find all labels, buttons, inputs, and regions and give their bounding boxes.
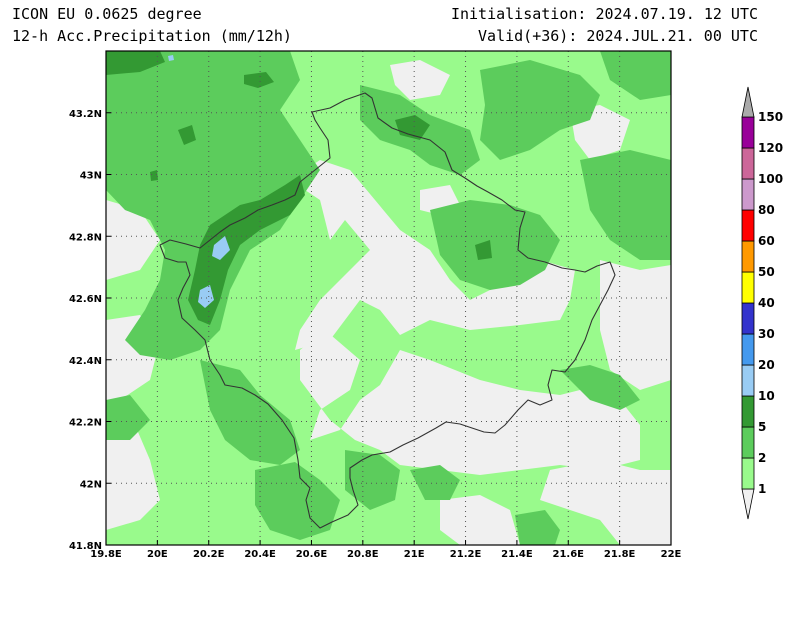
colorbar-segment (741, 271, 755, 304)
colorbar-segment (741, 364, 755, 397)
lat-label: 42.4N (69, 356, 102, 367)
lon-label: 20E (147, 549, 168, 560)
colorbar-max-arrow (741, 86, 755, 118)
colorbar-segment (741, 457, 755, 490)
colorbar-segment (741, 302, 755, 335)
model-title: ICON EU 0.0625 degree (12, 5, 202, 23)
colorbar-segment (741, 209, 755, 242)
country-border (159, 92, 616, 529)
init-time: Initialisation: 2024.07.19. 12 UTC (450, 5, 758, 23)
lat-label: 43N (80, 171, 102, 182)
lon-label: 21.4E (501, 549, 533, 560)
colorbar-label: 50 (758, 265, 775, 279)
precip-10-20mm (168, 55, 230, 308)
colorbar-segment (741, 178, 755, 211)
lat-label: 42.6N (69, 294, 102, 305)
colorbar-segment (741, 395, 755, 428)
lon-label: 21.2E (450, 549, 482, 560)
longitude-labels: 19.8E 20E 20.2E 20.4E 20.6E 20.8E 21E 21.2E 21.4… (90, 540, 682, 560)
lat-label: 42.2N (69, 418, 102, 429)
colorbar-segment (741, 147, 755, 180)
lon-label: 21E (404, 549, 425, 560)
lon-label: 20.6E (296, 549, 328, 560)
colorbar-label: 20 (758, 358, 775, 372)
colorbar-min-arrow (741, 488, 755, 520)
colorbar-label: 40 (758, 296, 775, 310)
lon-label: 21.8E (604, 549, 636, 560)
lat-label: 43.2N (69, 109, 102, 120)
colorbar-label: 10 (758, 389, 775, 403)
colorbar-label: 1 (758, 482, 766, 496)
valid-time: Valid(+36): 2024.JUL.21. 00 UTC (478, 27, 758, 45)
colorbar-segment (741, 333, 755, 366)
lat-label: 42N (80, 479, 102, 490)
lon-label: 19.8E (90, 549, 122, 560)
precip-2-5mm (106, 51, 671, 545)
precip-5-10mm (106, 51, 492, 325)
colorbar-label: 30 (758, 327, 775, 341)
field-title: 12-h Acc.Precipitation (mm/12h) (12, 27, 292, 45)
colorbar-label: 60 (758, 234, 775, 248)
colorbar-segment (741, 116, 755, 149)
lon-label: 20.8E (347, 549, 379, 560)
lat-label: 42.8N (69, 232, 102, 243)
lon-label: 22E (661, 549, 682, 560)
lon-label: 20.2E (193, 549, 225, 560)
colorbar-label: 150 (758, 110, 783, 124)
lon-label: 20.4E (244, 549, 276, 560)
colorbar-label: 5 (758, 420, 766, 434)
colorbar-segment (741, 426, 755, 459)
lat-label: 41.8N (69, 541, 102, 552)
map-gridlines (106, 51, 671, 545)
lon-label: 21.6E (553, 549, 585, 560)
colorbar-label: 100 (758, 172, 783, 186)
colorbar-label: 80 (758, 203, 775, 217)
latitude-labels: 41.8N 42N 42.2N 42.4N 42.6N 42.8N 43N 43.2N (69, 109, 111, 552)
colorbar: 1 2 5 10 20 30 40 50 60 80 100 120 150 (741, 86, 783, 520)
colorbar-label: 120 (758, 141, 783, 155)
colorbar-label: 2 (758, 451, 766, 465)
colorbar-segment (741, 240, 755, 273)
